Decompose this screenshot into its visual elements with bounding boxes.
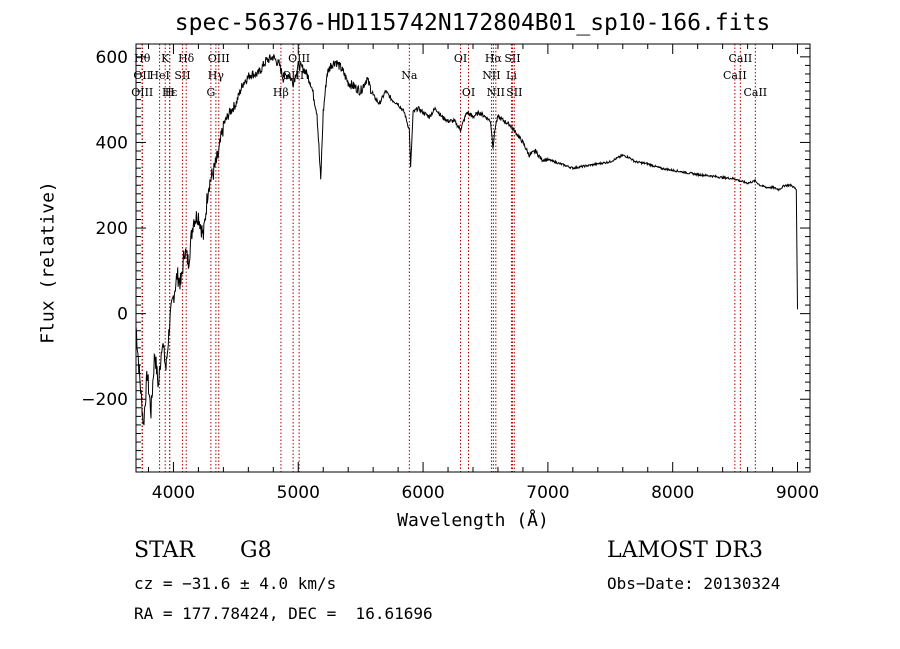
line-markers [141,44,756,472]
spectrum-line [135,54,798,426]
y-tick-label: 600 [96,48,128,68]
line-label: OIII [131,86,153,99]
line-label: OIII [288,52,310,65]
x-tick-label: 9000 [776,483,819,503]
y-tick-label: −200 [81,390,128,410]
line-label: HeI [149,69,169,82]
x-tick-label: 8000 [651,483,694,503]
line-label: Hβ [273,86,289,99]
x-tick-label: 7000 [526,483,569,503]
line-label: G [206,86,215,99]
chart-title: spec-56376-HD115742N172804B01_sp10-166.f… [174,10,771,36]
line-label: CaII [743,86,767,99]
line-label: Hθ [134,52,151,65]
line-label: CaII [723,69,747,82]
line-label: CaII [729,52,753,65]
y-tick-label: 400 [96,133,128,153]
line-label: SII [504,52,520,65]
line-label: NII [487,86,505,99]
line-label: Hδ [178,52,195,65]
y-tick-label: 0 [117,305,128,325]
x-tick-label: 6000 [401,483,444,503]
line-label: SII [506,86,522,99]
line-label: OIII [282,69,304,82]
x-axis-label: Wavelength (Å) [397,510,549,531]
ra-dec: RA = 177.78424, DEC = 16.61696 [134,604,433,623]
spectrum-series [135,54,798,426]
line-label: OII [133,69,151,82]
line-label: OIII [208,52,230,65]
obs-date: Obs−Date: 20130324 [607,574,781,593]
line-label: Li [506,69,517,82]
object-class: STAR [134,538,195,563]
y-axis-label: Flux (relative) [37,181,59,344]
line-label: Hγ [208,69,225,82]
plot-frame [135,43,811,473]
x-tick-label: 4000 [152,483,195,503]
tick-labels: 4000 5000 6000 7000 8000 9000 −200 0 200 400 600 [81,48,819,503]
redshift-cz: cz = −31.6 ± 4.0 km/s [134,574,337,593]
y-tick-label: 200 [96,219,128,239]
line-labels: Hθ OII OIII HeI K HεH SII Hδ G Hγ OIII Hβ OIII OIII Na… [131,52,767,99]
object-subclass: G8 [240,538,272,563]
survey-name: LAMOST DR3 [607,538,763,563]
axis-ticks [136,44,810,472]
line-label: OI [454,52,467,65]
line-label: SII [174,69,190,82]
x-tick-label: 5000 [277,483,320,503]
line-label: Hα [485,52,503,65]
line-label: OI [462,86,475,99]
line-label: Hε [162,86,178,99]
line-label: H [165,86,175,99]
line-label: NII [482,69,500,82]
line-label: K [161,52,170,65]
line-label: Na [401,69,418,82]
